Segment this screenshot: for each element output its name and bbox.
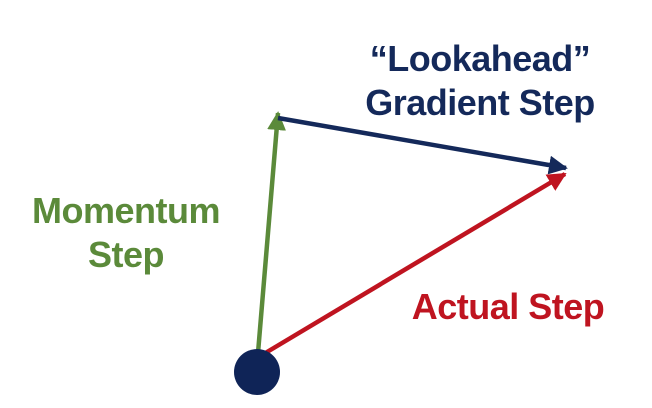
- lookahead-gradient-step-arrow: [277, 115, 568, 175]
- lookahead-gradient-step-label: “Lookahead” Gradient Step: [330, 37, 630, 125]
- lookahead-label-line1: “Lookahead”: [369, 38, 591, 79]
- momentum-step-arrow: [255, 111, 287, 354]
- lookahead-label-line2: Gradient Step: [365, 82, 595, 123]
- start-point-dot: [234, 349, 280, 395]
- momentum-step-label: Momentum Step: [0, 189, 252, 277]
- momentum-label-line2: Step: [87, 234, 165, 275]
- actual-step-label: Actual Step: [398, 285, 618, 329]
- actual-label-text: Actual Step: [411, 286, 605, 327]
- momentum-label-line1: Momentum: [32, 190, 221, 231]
- actual-step-arrow: [260, 172, 567, 357]
